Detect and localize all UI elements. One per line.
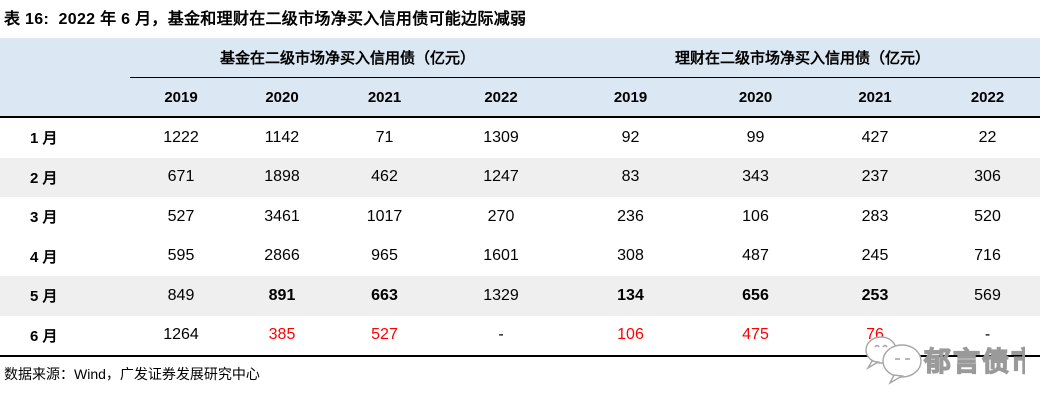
table-cell: 663 [371,286,398,304]
table-row: 6 月 1264 385 527 - 106 475 76 - [0,315,1040,355]
table-cell: - [984,326,991,344]
corner-spacer [0,38,130,78]
table-cell: 520 [974,207,1001,225]
table-cell: 3461 [264,207,300,225]
table-cell: 849 [167,286,195,304]
table-cell: 99 [746,128,765,146]
group-header-wealth: 理财在二级市场净买入信用债（亿元） [565,38,1040,78]
table-cell: 134 [617,286,644,304]
row-label: 1 月 [30,130,58,148]
table-cell: 1264 [163,326,199,344]
table-bottom-border [0,355,1040,357]
table-cell: 22 [978,128,997,146]
corner-spacer [0,78,130,116]
data-source-note: 数据来源：Wind，广发证券发展研究中心 [4,366,260,382]
table-row: 5 月 849 891 663 1329 134 656 253 569 [0,276,1040,316]
year-header: 2020 [265,88,299,106]
table-cell: 1601 [483,247,519,265]
wechat-icon [865,336,922,385]
table-cell: 306 [974,168,1001,186]
wechat-watermark: 郁言债市 [865,336,1025,385]
table-cell: 716 [974,247,1001,265]
table-title: 表 16: 2022 年 6 月，基金和理财在二级市场净买入信用债可能边际减弱 [4,11,527,28]
table-cell: 656 [742,286,769,304]
table-cell: 595 [167,247,195,265]
year-header: 2019 [613,88,648,106]
table-cell: 106 [742,207,769,225]
watermark-text: 郁言债市 [923,346,1025,377]
table-cell: 83 [621,168,640,186]
table-cell: 1898 [264,168,300,186]
data-table: 基金在二级市场净买入信用债（亿元） 理财在二级市场净买入信用债（亿元） 2019… [0,38,1040,357]
row-label: 6 月 [30,327,58,345]
table-cell: - [498,326,504,344]
table-cell: 245 [861,247,889,265]
year-header: 2022 [484,88,518,106]
table-cell: 1017 [366,207,403,225]
table-cell: 385 [268,326,296,344]
table-cell: 569 [974,286,1001,304]
table-cell: 487 [742,247,769,265]
table-cell: 92 [621,128,640,146]
table-cell: 106 [617,326,644,344]
year-header: 2021 [858,88,892,106]
table-cell: 1142 [264,128,300,146]
table-cell: 527 [167,207,195,225]
year-header: 2020 [738,88,773,106]
table-row: 4 月 595 2866 965 1601 308 487 245 716 [0,236,1040,276]
table-cell: 2866 [264,247,300,265]
group-header-row: 基金在二级市场净买入信用债（亿元） 理财在二级市场净买入信用债（亿元） [0,38,1040,78]
table-cell: 71 [375,128,394,146]
table-cell: 283 [861,207,889,225]
table-row: 1 月 1222 1142 71 1309 92 99 427 22 [0,118,1040,158]
row-label: 2 月 [30,169,58,187]
table-cell: 891 [268,286,296,304]
row-label: 3 月 [30,209,58,227]
table-cell: 527 [371,326,398,344]
year-header-row: 2019 2020 2021 2022 2019 2020 2021 2022 [0,78,1040,118]
table-cell: 270 [487,207,515,225]
table-cell: 1329 [483,286,519,304]
table-cell: 237 [861,168,889,186]
year-header: 2019 [164,88,198,106]
year-header: 2022 [970,88,1005,106]
group-header-funds: 基金在二级市场净买入信用债（亿元） [130,38,565,78]
row-label: 5 月 [30,288,58,306]
table-cell: 1247 [483,168,519,186]
table-row: 2 月 671 1898 462 1247 83 343 237 306 [0,157,1040,197]
table-row: 3 月 527 3461 1017 270 236 106 283 520 [0,197,1040,237]
row-label: 4 月 [30,248,58,266]
table-cell: 308 [617,247,644,265]
table-cell: 253 [861,286,889,304]
table-cell: 965 [371,247,398,265]
table-cell: 475 [742,326,769,344]
table-cell: 343 [742,168,769,186]
table-cell: 427 [861,128,889,146]
table-cell: 236 [617,207,644,225]
year-header: 2021 [367,88,402,106]
table-cell: 1222 [163,128,199,146]
table-cell: 1309 [483,128,519,146]
table-cell: 462 [371,168,398,186]
table-cell: 671 [167,168,195,186]
